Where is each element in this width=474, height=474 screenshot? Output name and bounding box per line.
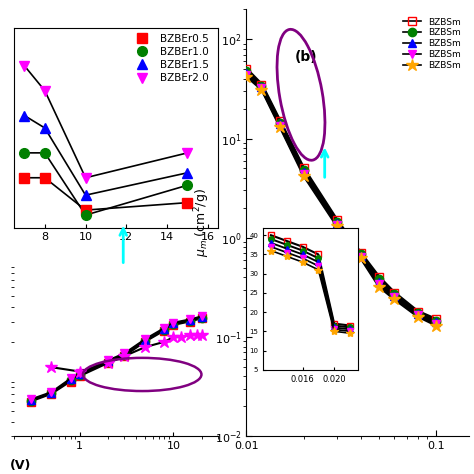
BZBEr1.0 bbox=[22, 150, 27, 156]
BZBSm bbox=[391, 296, 397, 302]
BZBEr0.5 bbox=[22, 175, 27, 181]
Legend: BZBSm, BZBSm, BZBSm, BZBSm, BZBSm: BZBSm, BZBSm, BZBSm, BZBSm, BZBSm bbox=[400, 14, 465, 73]
BZBEr0.5 bbox=[83, 207, 89, 213]
BZBSm bbox=[334, 222, 340, 228]
BZBEr1.0 bbox=[42, 150, 47, 156]
BZBSm bbox=[433, 319, 439, 325]
Line: BZBSm: BZBSm bbox=[242, 69, 440, 327]
BZBEr1.5 bbox=[42, 125, 47, 131]
Line: BZBSm: BZBSm bbox=[242, 65, 440, 324]
BZBSm bbox=[391, 291, 397, 297]
BZBSm bbox=[259, 82, 264, 87]
BZBSm bbox=[301, 173, 306, 179]
BZBSm bbox=[334, 224, 340, 229]
Line: BZBEr0.5: BZBEr0.5 bbox=[19, 173, 192, 215]
Line: BZBSm: BZBSm bbox=[242, 67, 440, 325]
BZBSm bbox=[301, 169, 306, 175]
Line: BZBEr2.0: BZBEr2.0 bbox=[19, 61, 192, 182]
Text: (V): (V) bbox=[9, 459, 31, 472]
BZBEr2.0 bbox=[22, 63, 27, 69]
BZBSm bbox=[277, 123, 283, 128]
BZBSm bbox=[277, 119, 283, 125]
BZBSm bbox=[376, 282, 382, 287]
BZBSm bbox=[391, 293, 397, 299]
BZBSm bbox=[259, 84, 264, 90]
BZBSm bbox=[244, 68, 249, 74]
BZBEr2.0 bbox=[185, 150, 191, 156]
BZBSm bbox=[277, 121, 283, 127]
BZBSm bbox=[415, 309, 420, 314]
BZBSm bbox=[259, 83, 264, 89]
BZBEr0.5 bbox=[42, 175, 47, 181]
BZBSm bbox=[301, 167, 306, 173]
BZBEr1.0 bbox=[83, 212, 89, 218]
BZBSm bbox=[334, 218, 340, 223]
BZBSm bbox=[277, 124, 283, 130]
BZBEr2.0 bbox=[42, 88, 47, 93]
BZBSm bbox=[358, 255, 364, 261]
BZBSm bbox=[358, 253, 364, 258]
BZBEr1.5 bbox=[22, 113, 27, 118]
BZBSm bbox=[433, 318, 439, 324]
BZBSm bbox=[391, 290, 397, 295]
BZBSm bbox=[415, 310, 420, 316]
BZBSm bbox=[244, 74, 249, 80]
BZBSm bbox=[301, 171, 306, 177]
BZBSm bbox=[358, 252, 364, 257]
BZBSm bbox=[334, 219, 340, 225]
BZBSm bbox=[244, 66, 249, 72]
BZBEr2.0 bbox=[83, 175, 89, 181]
BZBSm bbox=[415, 311, 420, 317]
BZBSm bbox=[433, 321, 439, 327]
BZBSm bbox=[277, 118, 283, 124]
BZBSm bbox=[391, 294, 397, 300]
BZBSm bbox=[244, 72, 249, 78]
BZBSm bbox=[334, 220, 340, 226]
BZBSm bbox=[259, 87, 264, 92]
BZBSm bbox=[376, 274, 382, 280]
BZBEr1.5 bbox=[185, 170, 191, 175]
Line: BZBSm: BZBSm bbox=[240, 71, 442, 332]
Line: BZBSm: BZBSm bbox=[242, 71, 440, 328]
BZBSm bbox=[358, 254, 364, 260]
BZBSm bbox=[358, 250, 364, 256]
Line: BZBEr1.5: BZBEr1.5 bbox=[19, 110, 192, 200]
BZBSm bbox=[301, 165, 306, 171]
BZBSm bbox=[415, 312, 420, 318]
BZBSm bbox=[433, 317, 439, 322]
Legend: BZBEr0.5, BZBEr1.0, BZBEr1.5, BZBEr2.0: BZBEr0.5, BZBEr1.0, BZBEr1.5, BZBEr2.0 bbox=[124, 30, 213, 87]
BZBSm bbox=[415, 314, 420, 319]
Text: (b): (b) bbox=[295, 50, 318, 64]
BZBEr0.5 bbox=[185, 200, 191, 206]
BZBEr1.5 bbox=[83, 192, 89, 198]
Line: BZBEr1.0: BZBEr1.0 bbox=[19, 148, 192, 220]
BZBSm bbox=[376, 276, 382, 282]
BZBSm bbox=[244, 70, 249, 76]
Y-axis label: $\mu_m$ (cm$^2$/g): $\mu_m$ (cm$^2$/g) bbox=[192, 188, 212, 257]
BZBSm bbox=[376, 279, 382, 284]
BZBSm bbox=[376, 284, 382, 290]
BZBSm bbox=[433, 323, 439, 328]
BZBEr1.0 bbox=[185, 182, 191, 188]
BZBSm bbox=[259, 86, 264, 91]
